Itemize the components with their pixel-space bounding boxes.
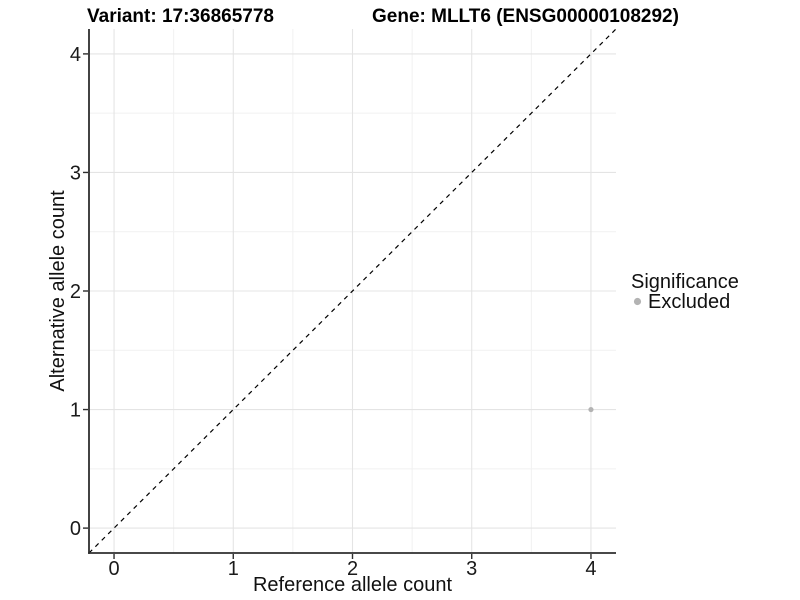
x-tick-label: 0 (108, 558, 119, 580)
x-tick-label: 4 (585, 558, 596, 580)
data-point (588, 406, 594, 413)
legend-point-icon (633, 297, 642, 306)
x-tick-label: 2 (347, 558, 358, 580)
y-tick-label: 0 (70, 518, 81, 540)
x-tick-label: 3 (466, 558, 477, 580)
y-tick-label: 3 (70, 162, 81, 184)
plot-panel: 0 1 2 3 4 0 1 2 3 4 (70, 28, 617, 580)
x-axis-title: Reference allele count (253, 574, 452, 596)
legend: Significance Excluded (631, 271, 739, 313)
legend-label-excluded: Excluded (648, 291, 730, 313)
identity-reference-line (88, 28, 617, 554)
y-tick-label: 2 (70, 281, 81, 303)
legend-title: Significance (631, 271, 739, 293)
plot-title-variant: Variant: 17:36865778 (87, 6, 274, 27)
y-axis-title: Alternative allele count (47, 190, 69, 392)
y-tick-label: 4 (70, 44, 81, 66)
y-tick-label: 1 (70, 400, 81, 422)
plot-title-gene: Gene: MLLT6 (ENSG00000108292) (372, 6, 679, 27)
x-tick-label: 1 (228, 558, 239, 580)
